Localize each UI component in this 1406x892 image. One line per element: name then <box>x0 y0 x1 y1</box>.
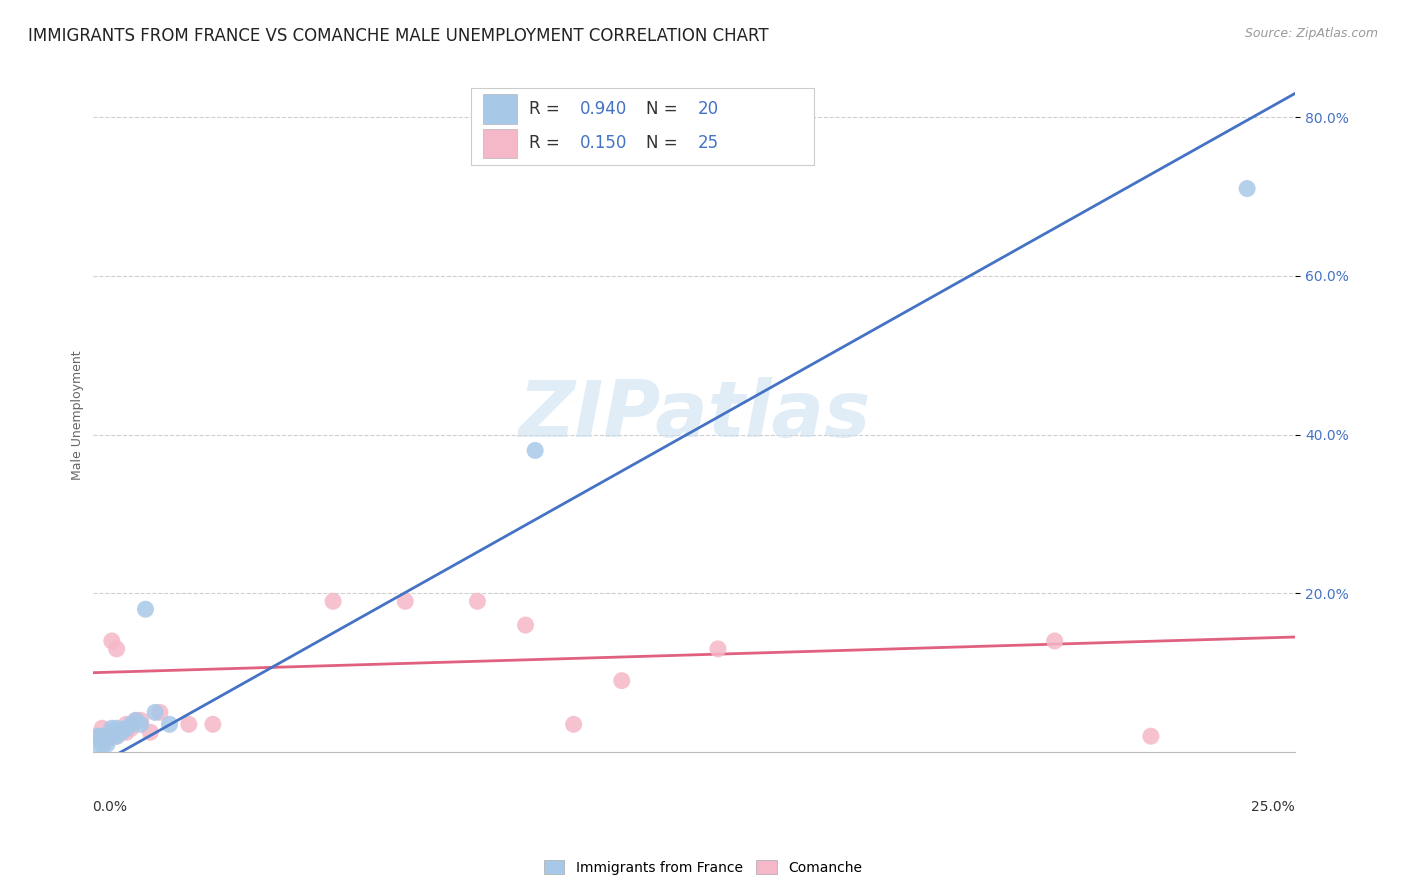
Text: 0.0%: 0.0% <box>93 800 128 814</box>
Point <box>110 725 132 739</box>
Text: IMMIGRANTS FROM FRANCE VS COMANCHE MALE UNEMPLOYMENT CORRELATION CHART: IMMIGRANTS FROM FRANCE VS COMANCHE MALE … <box>28 27 769 45</box>
Point <box>201 717 224 731</box>
Point <box>524 443 547 458</box>
Point <box>1140 729 1163 743</box>
FancyBboxPatch shape <box>471 87 814 165</box>
Point <box>91 721 114 735</box>
Point <box>394 594 416 608</box>
Point <box>105 729 128 743</box>
Point <box>159 717 181 731</box>
Point <box>96 729 118 743</box>
Point <box>101 634 124 648</box>
Text: ZIPatlas: ZIPatlas <box>517 376 870 453</box>
Point <box>129 717 152 731</box>
Point <box>86 729 108 743</box>
Point <box>125 714 148 728</box>
Point <box>115 721 138 735</box>
Point <box>105 729 128 743</box>
Point <box>322 594 344 608</box>
Point <box>143 706 166 720</box>
Legend: Immigrants from France, Comanche: Immigrants from France, Comanche <box>538 855 868 880</box>
Text: 25: 25 <box>697 135 718 153</box>
Point <box>91 737 114 751</box>
Point <box>110 725 132 739</box>
Text: N =: N = <box>645 135 683 153</box>
Point <box>1236 181 1258 195</box>
Point <box>101 729 124 743</box>
Point <box>105 721 128 735</box>
Text: R =: R = <box>529 135 565 153</box>
Point <box>1043 634 1066 648</box>
Point <box>562 717 585 731</box>
Point <box>149 706 172 720</box>
Point <box>134 602 156 616</box>
Point <box>96 737 118 751</box>
Y-axis label: Male Unemployment: Male Unemployment <box>72 350 84 480</box>
Text: 25.0%: 25.0% <box>1251 800 1295 814</box>
Point <box>96 733 118 747</box>
Point <box>129 714 152 728</box>
Point <box>177 717 200 731</box>
Point <box>610 673 633 688</box>
Point <box>115 725 138 739</box>
Text: 0.940: 0.940 <box>579 100 627 119</box>
Point <box>86 737 108 751</box>
FancyBboxPatch shape <box>484 128 517 158</box>
Point <box>115 717 138 731</box>
Point <box>139 725 162 739</box>
FancyBboxPatch shape <box>484 95 517 124</box>
Point <box>86 729 108 743</box>
Point <box>120 721 142 735</box>
Point <box>515 618 537 632</box>
Point <box>707 641 730 656</box>
Text: 0.150: 0.150 <box>579 135 627 153</box>
Point <box>101 721 124 735</box>
Point <box>467 594 489 608</box>
Text: Source: ZipAtlas.com: Source: ZipAtlas.com <box>1244 27 1378 40</box>
Point <box>91 729 114 743</box>
Point <box>105 641 128 656</box>
Point <box>120 717 142 731</box>
Point <box>125 714 148 728</box>
Text: 20: 20 <box>697 100 718 119</box>
Text: N =: N = <box>645 100 683 119</box>
Text: R =: R = <box>529 100 565 119</box>
